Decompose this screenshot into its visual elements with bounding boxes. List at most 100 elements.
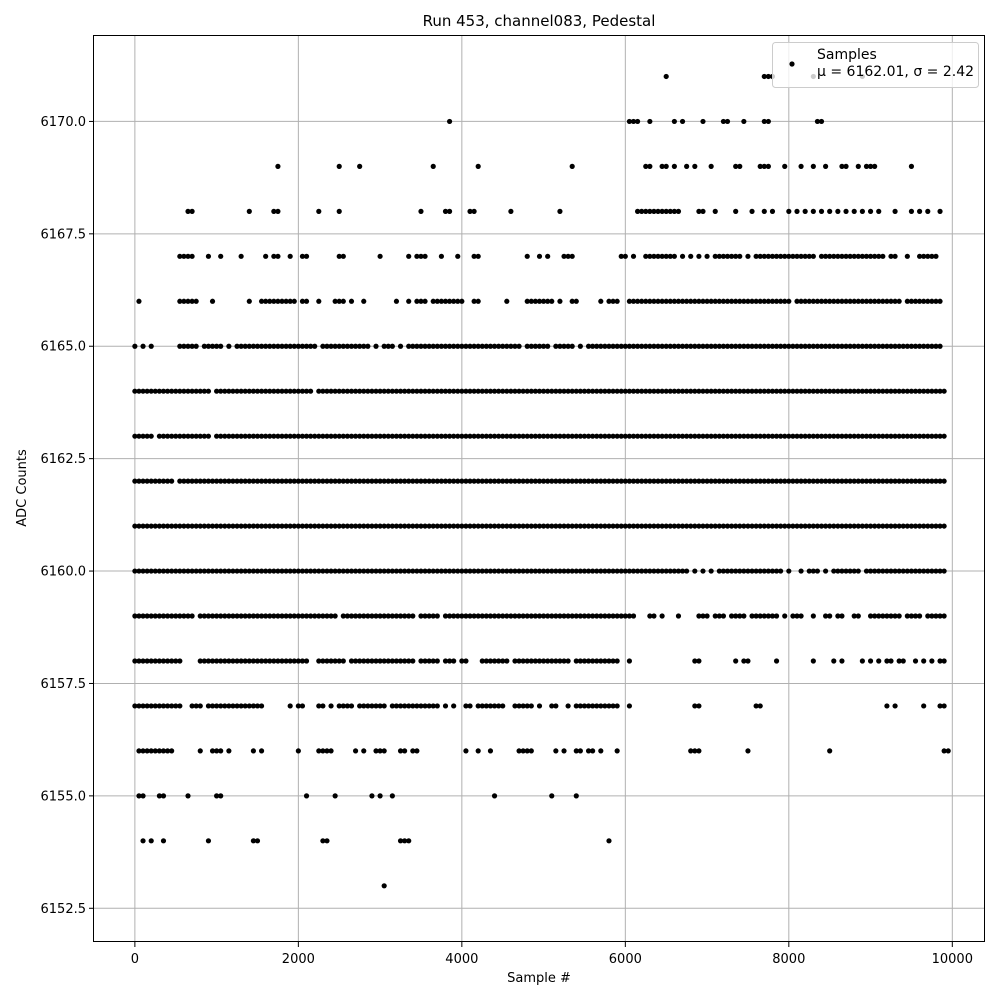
data-point [806, 343, 812, 349]
data-point [169, 613, 175, 619]
data-point [720, 433, 727, 439]
data-point [614, 613, 620, 619]
data-point [855, 343, 861, 349]
data-point [271, 433, 277, 439]
data-point [553, 703, 559, 709]
data-point [659, 253, 665, 259]
data-point [332, 388, 338, 394]
data-point [136, 298, 142, 304]
data-point [639, 343, 645, 349]
data-point [908, 343, 915, 349]
data-point [782, 298, 788, 304]
data-point [904, 523, 910, 529]
data-point [925, 253, 931, 259]
data-point [896, 343, 902, 349]
data-point [647, 478, 653, 484]
data-point [324, 433, 330, 439]
data-point [242, 478, 248, 484]
data-point [214, 748, 220, 754]
data-point [381, 883, 387, 889]
data-point [377, 253, 383, 259]
data-point [900, 433, 906, 439]
data-point [855, 613, 861, 619]
data-point [512, 343, 518, 349]
data-point [291, 523, 297, 529]
data-point [912, 523, 919, 529]
data-point [369, 613, 375, 619]
data-point [855, 478, 861, 484]
data-point [590, 388, 596, 394]
data-point [876, 343, 882, 349]
data-point [524, 748, 530, 754]
data-point [610, 433, 616, 439]
data-point [214, 568, 220, 574]
data-point [389, 568, 395, 574]
data-point [557, 478, 563, 484]
data-point [140, 793, 146, 799]
data-point [737, 163, 743, 169]
data-point [614, 568, 620, 574]
data-point [164, 658, 171, 664]
data-point [144, 478, 150, 484]
data-point [230, 703, 236, 709]
data-point [209, 748, 216, 754]
data-point [867, 658, 874, 664]
data-point [549, 433, 555, 439]
data-point [267, 478, 273, 484]
data-point [663, 568, 669, 574]
data-point [377, 793, 383, 799]
data-point [406, 478, 412, 484]
data-point [393, 658, 400, 664]
data-point [663, 343, 669, 349]
data-point [173, 703, 179, 709]
data-point [475, 568, 481, 574]
data-point [320, 388, 326, 394]
data-point [299, 343, 306, 349]
data-point [324, 343, 330, 349]
data-point [132, 433, 138, 439]
data-point [590, 523, 596, 529]
data-point [148, 613, 154, 619]
data-point [389, 523, 395, 529]
data-point [381, 703, 387, 709]
data-point [765, 478, 771, 484]
data-point [565, 523, 571, 529]
data-point [451, 298, 457, 304]
data-point [569, 388, 575, 394]
data-point [516, 433, 522, 439]
data-point [606, 613, 612, 619]
data-point [577, 343, 583, 349]
data-point [823, 433, 829, 439]
data-point [516, 478, 522, 484]
data-point [258, 433, 265, 439]
data-point [169, 433, 175, 439]
data-point [361, 298, 367, 304]
data-point [185, 388, 191, 394]
data-point [888, 613, 894, 619]
data-point [246, 298, 252, 304]
data-point [250, 343, 256, 349]
data-point [810, 613, 816, 619]
data-point [700, 568, 706, 574]
data-point [888, 658, 894, 664]
data-point [769, 253, 776, 259]
data-point [406, 523, 412, 529]
data-point [291, 388, 297, 394]
data-point [712, 253, 718, 259]
data-point [757, 433, 763, 439]
data-point [373, 703, 379, 709]
data-point [169, 568, 175, 574]
data-point [823, 613, 829, 619]
data-point [667, 208, 673, 214]
data-point [430, 388, 436, 394]
data-point [177, 523, 183, 529]
data-point [410, 658, 416, 664]
data-point [320, 838, 326, 844]
data-point [557, 568, 563, 574]
data-point [169, 523, 175, 529]
data-point [238, 433, 244, 439]
data-point [827, 478, 833, 484]
data-point [851, 433, 857, 439]
data-point [397, 568, 404, 574]
data-point [479, 343, 485, 349]
